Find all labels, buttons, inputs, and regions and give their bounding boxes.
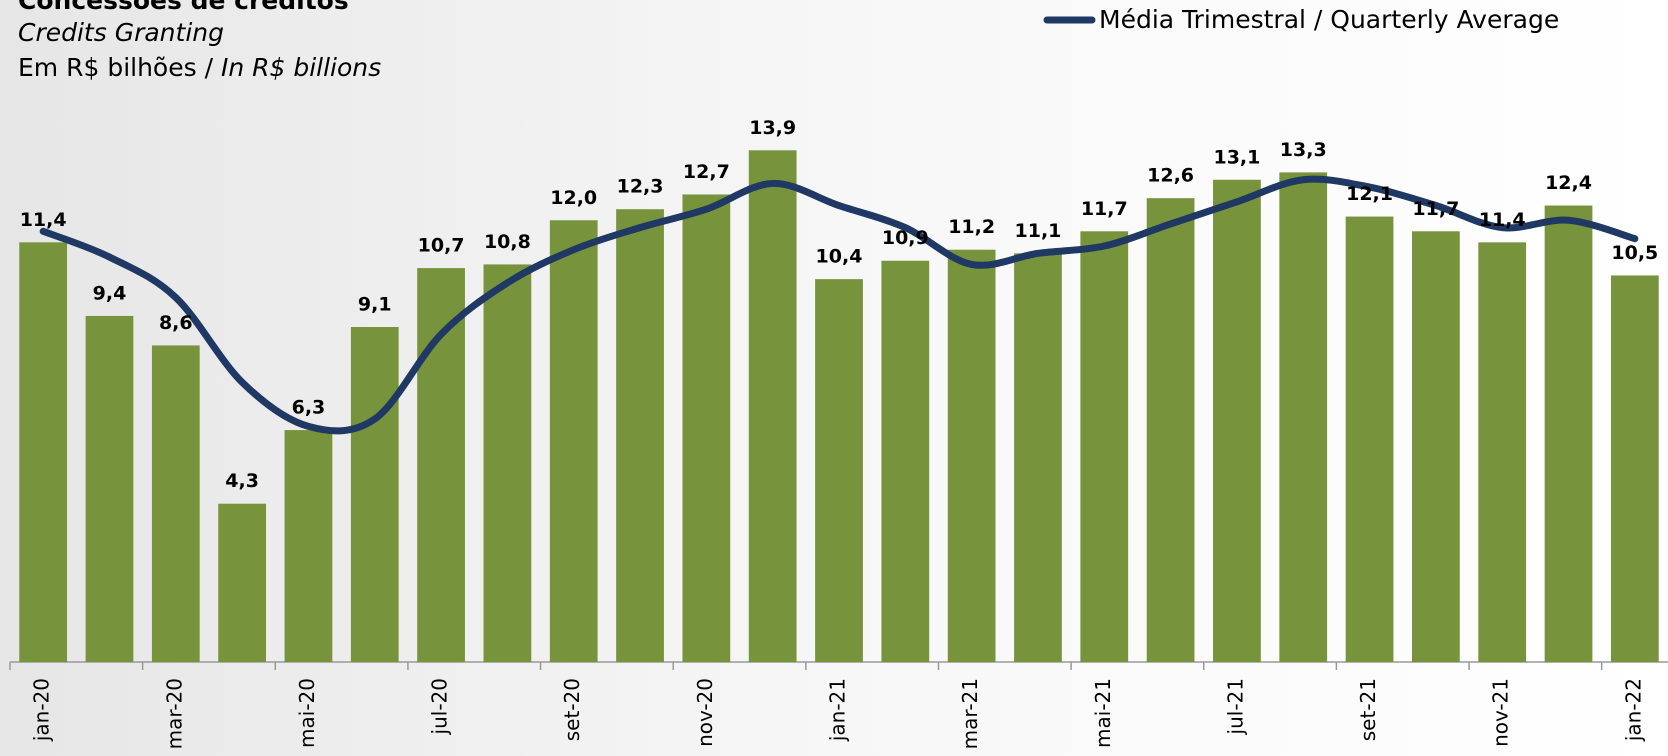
- x-tick-label: jan-20: [30, 678, 54, 742]
- value-label: 10,7: [418, 235, 465, 257]
- chart-subtitle: Credits Granting: [18, 18, 224, 47]
- value-label: 10,8: [484, 231, 531, 253]
- bar: [682, 194, 731, 662]
- value-label: 11,4: [20, 209, 67, 231]
- x-tick-label: jan-21: [826, 678, 850, 742]
- x-tick-label: jul-21: [1223, 678, 1247, 735]
- x-tick-label: nov-21: [1489, 678, 1513, 747]
- value-label: 11,4: [1479, 209, 1526, 231]
- bar: [151, 345, 200, 662]
- bar: [947, 249, 996, 662]
- value-label: 12,0: [550, 187, 597, 209]
- value-label: 6,3: [292, 397, 326, 419]
- bar: [1014, 253, 1062, 662]
- unit-label-pt: Em R$ bilhões /: [18, 53, 221, 82]
- bar: [881, 260, 930, 662]
- value-label: 13,3: [1280, 139, 1327, 161]
- value-label: 10,4: [816, 246, 863, 268]
- bar: [1279, 172, 1328, 663]
- bar: [218, 503, 266, 662]
- x-tick-label: mai-20: [295, 678, 319, 748]
- value-label: 9,4: [93, 282, 127, 304]
- bar: [1610, 275, 1659, 662]
- bar: [748, 150, 797, 662]
- value-label: 9,1: [358, 294, 392, 316]
- value-label: 8,6: [159, 312, 193, 334]
- value-label: 11,7: [1412, 198, 1459, 220]
- chart-title: Concessões de créditos: [18, 0, 349, 15]
- bar: [19, 242, 68, 662]
- value-label: 10,5: [1611, 242, 1658, 264]
- x-tick-label: nov-20: [693, 678, 717, 747]
- bar: [815, 279, 863, 662]
- x-tick-label: set-20: [560, 678, 584, 741]
- bar: [1412, 231, 1460, 662]
- bar: [549, 220, 598, 662]
- bar: [1478, 242, 1527, 662]
- bar: [284, 430, 333, 662]
- x-tick-label: jan-22: [1621, 678, 1645, 742]
- bar: [1146, 198, 1195, 662]
- bar: [483, 264, 532, 662]
- value-label: 13,1: [1213, 146, 1260, 168]
- unit-label: Em R$ bilhões / In R$ billions: [18, 53, 381, 82]
- bar: [1080, 231, 1129, 662]
- bar: [85, 315, 134, 662]
- x-tick-label: mar-21: [958, 678, 982, 749]
- value-label: 12,1: [1346, 183, 1393, 205]
- value-label: 11,1: [1015, 220, 1062, 242]
- value-label: 10,9: [882, 227, 929, 249]
- value-label: 13,9: [749, 117, 796, 139]
- value-label: 12,6: [1147, 165, 1194, 187]
- x-tick-label: set-21: [1356, 678, 1380, 741]
- value-label: 11,7: [1081, 198, 1128, 220]
- value-label: 4,3: [225, 470, 259, 492]
- value-label: 12,7: [683, 161, 730, 183]
- x-tick-label: jul-20: [428, 678, 452, 735]
- legend-label: Média Trimestral / Quarterly Average: [1099, 5, 1559, 34]
- bar: [1544, 205, 1593, 662]
- value-label: 12,3: [617, 176, 664, 198]
- bar: [1213, 179, 1261, 662]
- average-line: [39, 175, 1639, 435]
- x-tick-label: mar-20: [162, 678, 186, 749]
- bar: [616, 209, 664, 663]
- bar: [350, 327, 399, 662]
- unit-label-en: In R$ billions: [221, 53, 381, 82]
- bar: [417, 268, 465, 662]
- value-label: 12,4: [1545, 172, 1592, 194]
- x-tick-label: mai-21: [1091, 678, 1115, 748]
- value-label: 11,2: [948, 216, 995, 238]
- bar: [1345, 216, 1394, 662]
